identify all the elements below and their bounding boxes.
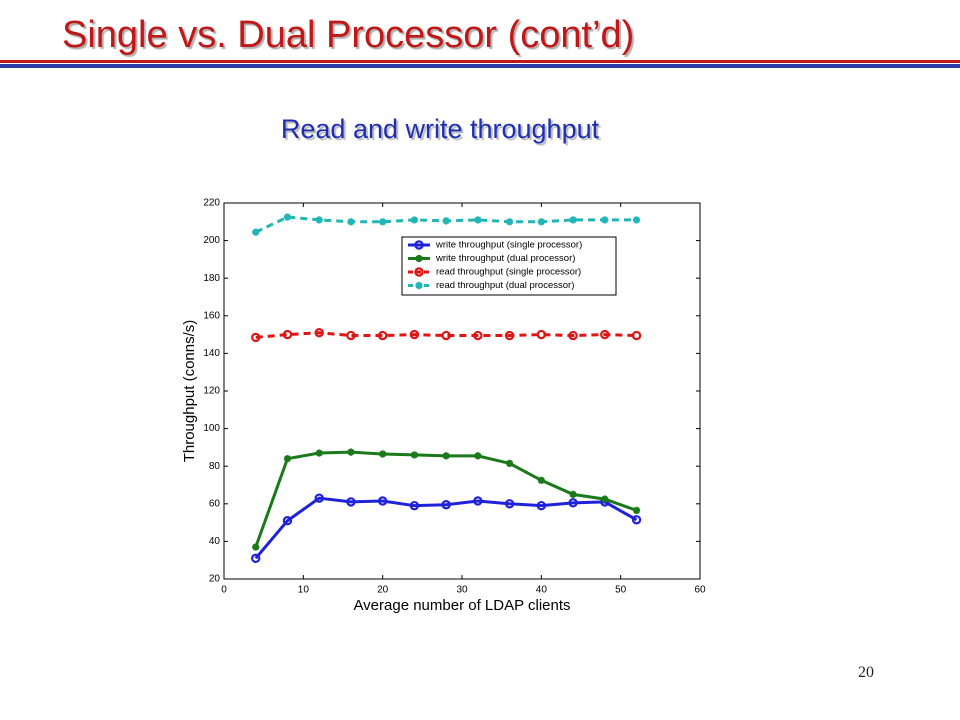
point bbox=[377, 330, 388, 341]
legend-marker bbox=[415, 254, 423, 263]
legend-label: read throughput (dual processor) bbox=[436, 280, 574, 291]
point bbox=[346, 330, 356, 341]
point bbox=[632, 506, 641, 514]
title-rule bbox=[0, 60, 960, 63]
point bbox=[379, 450, 387, 458]
point bbox=[409, 500, 420, 511]
point bbox=[601, 495, 609, 503]
point bbox=[474, 216, 482, 224]
legend-label: write throughput (single processor) bbox=[435, 240, 582, 251]
point bbox=[282, 516, 293, 526]
y-axis-label: Throughput (conns/s) bbox=[181, 320, 198, 463]
point bbox=[474, 452, 482, 460]
point bbox=[410, 451, 418, 459]
point bbox=[251, 553, 261, 564]
y-tick-label: 160 bbox=[203, 310, 220, 321]
legend-marker bbox=[414, 267, 424, 277]
y-tick-label: 20 bbox=[209, 574, 221, 585]
point bbox=[473, 496, 483, 506]
y-tick-label: 80 bbox=[209, 461, 221, 472]
x-tick-label: 30 bbox=[456, 585, 468, 596]
x-tick-label: 10 bbox=[298, 585, 310, 596]
point bbox=[315, 216, 323, 224]
title-rule bbox=[0, 64, 960, 68]
point bbox=[409, 329, 420, 340]
point bbox=[379, 218, 387, 226]
point bbox=[442, 452, 450, 460]
point bbox=[314, 493, 324, 503]
point bbox=[315, 449, 323, 457]
point bbox=[282, 329, 293, 340]
point bbox=[441, 330, 451, 341]
legend-marker bbox=[414, 240, 424, 250]
x-tick-label: 50 bbox=[615, 585, 627, 596]
point bbox=[536, 329, 547, 340]
legend-box bbox=[401, 236, 617, 296]
point bbox=[347, 218, 355, 226]
series-line bbox=[254, 496, 638, 560]
point bbox=[504, 330, 515, 341]
point bbox=[442, 217, 450, 225]
point bbox=[410, 216, 418, 224]
point bbox=[441, 500, 451, 510]
y-tick-label: 220 bbox=[203, 198, 220, 209]
point bbox=[506, 459, 514, 467]
x-tick-label: 0 bbox=[221, 585, 227, 596]
point bbox=[600, 329, 610, 340]
y-tick-label: 120 bbox=[203, 386, 220, 397]
point bbox=[473, 330, 483, 341]
point bbox=[631, 330, 642, 341]
legend-marker bbox=[415, 281, 423, 290]
point bbox=[252, 543, 260, 551]
point bbox=[569, 216, 577, 224]
point bbox=[601, 216, 609, 224]
point bbox=[314, 328, 324, 338]
y-tick-label: 60 bbox=[209, 498, 221, 509]
point bbox=[252, 228, 260, 236]
point bbox=[632, 216, 641, 224]
x-tick-label: 60 bbox=[694, 585, 706, 596]
x-tick-label: 20 bbox=[377, 585, 389, 596]
y-tick-label: 100 bbox=[203, 423, 220, 434]
point bbox=[537, 476, 545, 484]
series-line bbox=[255, 331, 637, 339]
point bbox=[504, 499, 515, 509]
point bbox=[536, 500, 547, 511]
point bbox=[377, 496, 388, 506]
page-number: 20 bbox=[858, 664, 874, 681]
slide-title: Single vs. Dual Processor (cont’d) bbox=[62, 14, 635, 56]
point bbox=[568, 498, 578, 508]
point bbox=[506, 218, 514, 226]
x-tick-label: 40 bbox=[536, 585, 548, 596]
legend-label: read throughput (single processor) bbox=[436, 267, 581, 278]
legend-label: write throughput (dual processor) bbox=[435, 253, 575, 264]
slide-subtitle: Read and write throughput bbox=[280, 114, 600, 144]
point bbox=[346, 497, 356, 507]
y-tick-label: 180 bbox=[203, 273, 220, 284]
y-tick-label: 140 bbox=[203, 348, 220, 359]
point bbox=[631, 515, 642, 525]
y-tick-label: 40 bbox=[209, 536, 221, 547]
point bbox=[283, 455, 292, 463]
y-tick-label: 200 bbox=[203, 235, 220, 246]
point bbox=[537, 218, 545, 226]
point bbox=[283, 213, 292, 221]
point bbox=[569, 490, 577, 498]
point bbox=[568, 330, 578, 341]
point bbox=[347, 448, 355, 456]
x-axis-label: Average number of LDAP clients bbox=[353, 597, 570, 614]
point bbox=[251, 332, 261, 343]
